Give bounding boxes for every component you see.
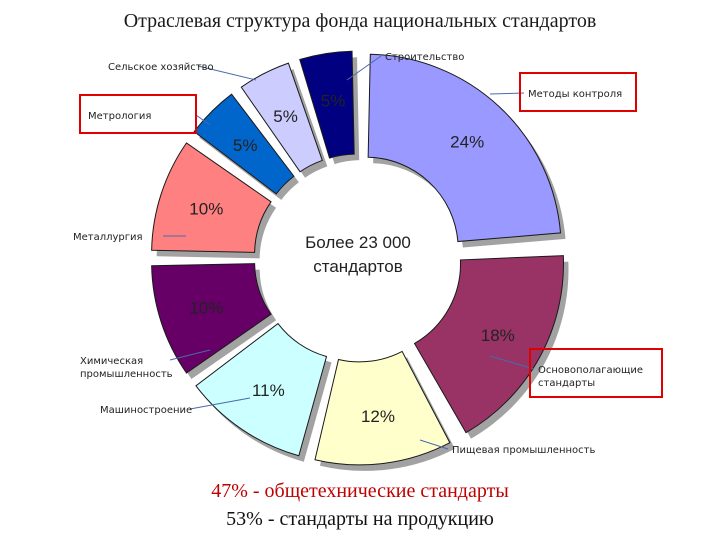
slice-value-label: 24% bbox=[450, 133, 484, 152]
category-label: Металлургия bbox=[73, 232, 143, 243]
slice-9 bbox=[299, 50, 355, 159]
callout-line bbox=[489, 92, 525, 95]
category-label: Методы контроля bbox=[528, 89, 622, 100]
highlight-box bbox=[529, 348, 663, 398]
callout-line bbox=[197, 65, 257, 81]
callout-line bbox=[346, 55, 382, 81]
category-label: Сельское хозяйство bbox=[108, 62, 214, 73]
category-label: Пищевая промышленность bbox=[452, 445, 595, 456]
chart-title: Отраслевая структура фонда национальных … bbox=[123, 10, 597, 32]
slice-8 bbox=[240, 62, 323, 173]
category-label: Машиностроение bbox=[100, 405, 192, 416]
slice-1 bbox=[367, 53, 562, 243]
category-label: стандарты bbox=[538, 378, 595, 389]
category-label: Основополагающие bbox=[538, 365, 643, 376]
slice-value-label: 18% bbox=[481, 326, 515, 345]
slice-value-label: 12% bbox=[361, 407, 395, 426]
slices-group: 24% 18% 12% 11% 10% 10% 5% 5% 5% bbox=[151, 50, 569, 471]
category-label: Строительство bbox=[385, 52, 464, 63]
callout-line bbox=[169, 349, 211, 361]
slice-value-label: 5% bbox=[321, 91, 346, 110]
highlight-box bbox=[519, 72, 637, 112]
slice-5 bbox=[151, 263, 272, 374]
slice-3 bbox=[314, 350, 451, 466]
category-label: Метрология bbox=[88, 111, 151, 122]
callout-line bbox=[489, 355, 535, 370]
slice-2 bbox=[413, 255, 564, 434]
slice-value-label: 5% bbox=[273, 107, 298, 126]
slice-value-label: 5% bbox=[233, 136, 258, 155]
center-label-line1: Более 23 000 bbox=[305, 233, 411, 252]
slice-value-label: 10% bbox=[189, 298, 223, 317]
footer-product-standards: 53% - стандарты на продукцию bbox=[226, 508, 494, 530]
category-label: промышленность bbox=[80, 369, 173, 380]
slice-4 bbox=[195, 322, 328, 457]
callout-line bbox=[195, 114, 211, 126]
slice-value-label: 10% bbox=[189, 200, 223, 219]
callout-line bbox=[189, 397, 251, 410]
slice-6 bbox=[151, 142, 272, 253]
slice-value-label: 11% bbox=[252, 381, 285, 400]
category-label: Химическая bbox=[80, 356, 143, 367]
highlight-box bbox=[79, 94, 197, 134]
center-label-line2: стандартов bbox=[313, 257, 402, 276]
slice-7 bbox=[193, 93, 295, 195]
footer-general-standards: 47% - общетехнические стандарты bbox=[211, 480, 509, 502]
callout-line bbox=[419, 439, 449, 450]
callouts-group: Методы контроля Основополагающие стандарты… bbox=[73, 52, 663, 456]
